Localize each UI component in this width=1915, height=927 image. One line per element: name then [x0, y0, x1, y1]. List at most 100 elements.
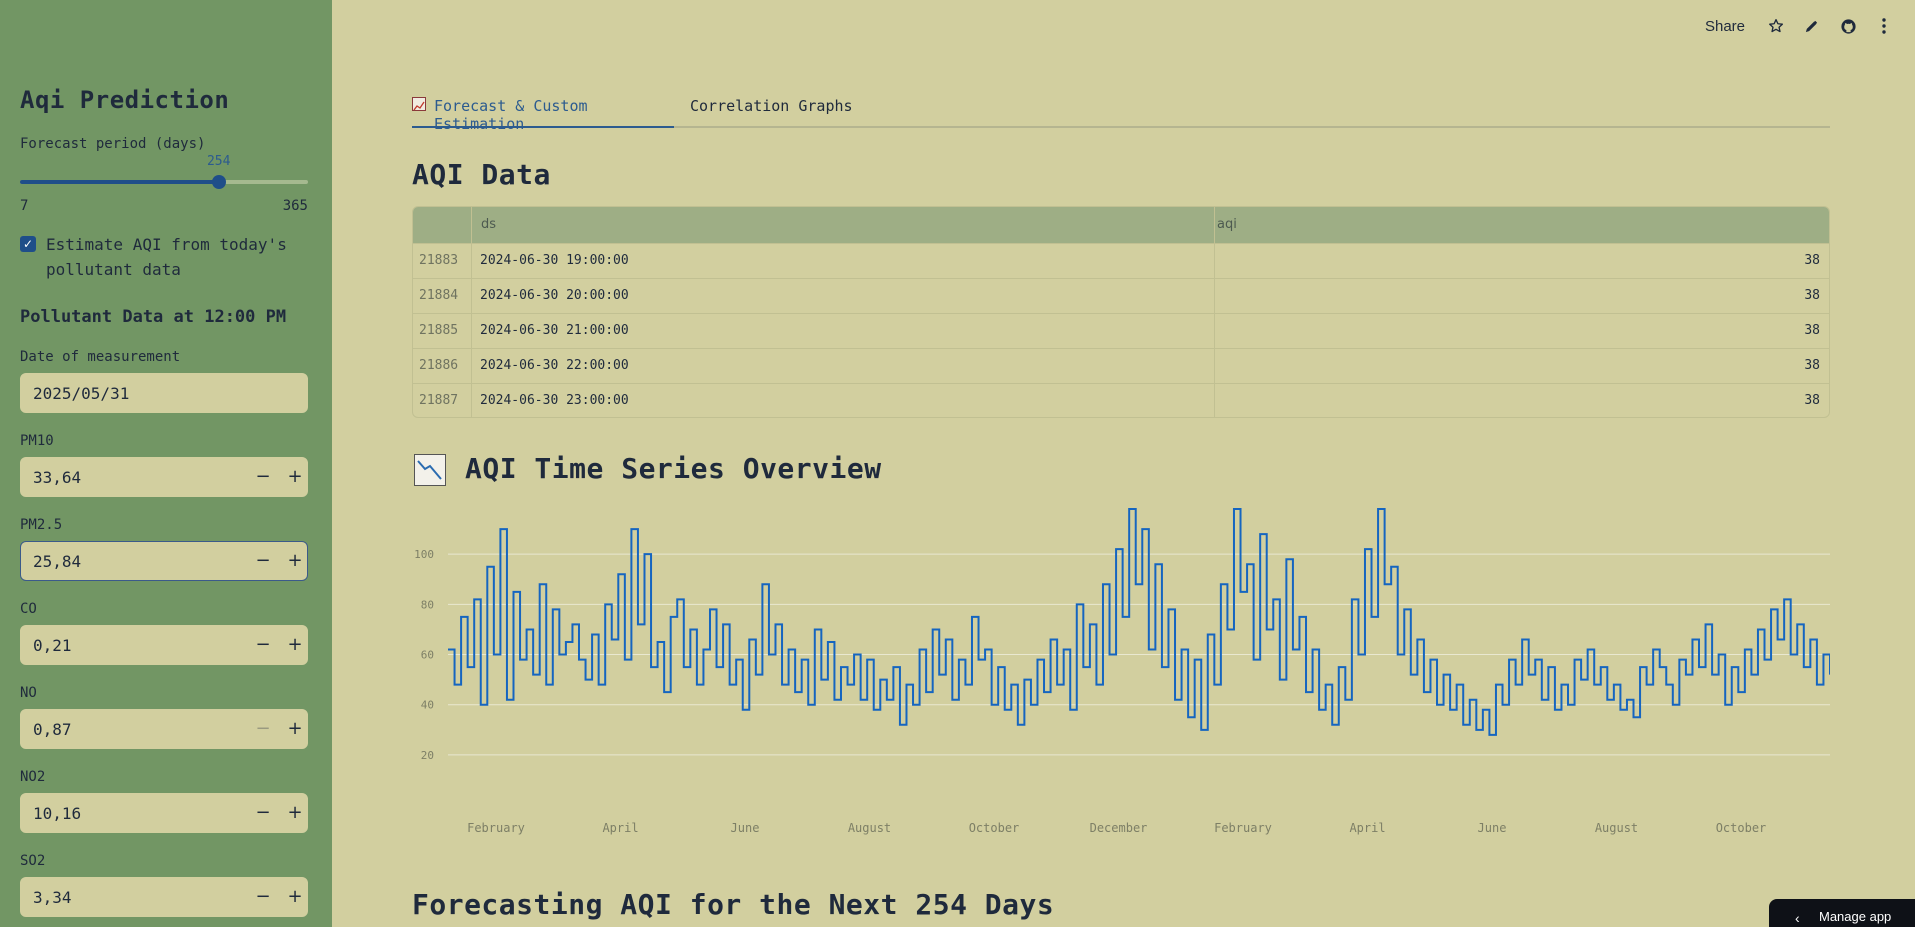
- x-tick-label: February: [467, 821, 525, 835]
- no-input[interactable]: 0,87 − +: [20, 709, 308, 749]
- row-ds: 2024-06-30 19:00:00: [480, 253, 629, 268]
- date-label: Date of measurement: [20, 349, 181, 365]
- y-tick-label: 100: [414, 548, 434, 561]
- no2-increment-button[interactable]: +: [287, 802, 303, 823]
- y-tick-label: 40: [421, 699, 434, 712]
- estimate-aqi-label: Estimate AQI from today's pollutant data: [46, 235, 287, 279]
- more-menu-icon[interactable]: [1873, 15, 1895, 37]
- row-index: 21886: [419, 358, 459, 373]
- table-row[interactable]: 21885 2024-06-30 21:00:00 38: [413, 313, 1829, 348]
- x-tick-label: June: [731, 821, 760, 835]
- row-aqi: 38: [1804, 323, 1820, 338]
- aqi-series-line: [448, 508, 1831, 736]
- sidebar: Aqi Prediction Forecast period (days) 25…: [0, 0, 332, 927]
- no-increment-button[interactable]: +: [287, 718, 303, 739]
- time-series-heading: AQI Time Series Overview: [465, 452, 882, 485]
- tab-correlation-label: Correlation Graphs: [690, 97, 853, 115]
- slider-value: 254: [206, 154, 231, 169]
- no2-label: NO2: [20, 769, 46, 785]
- aqi-data-table[interactable]: ds aqi 21883 2024-06-30 19:00:00 38 2188…: [412, 206, 1830, 418]
- slider-fill: [20, 180, 219, 184]
- table-row[interactable]: 21883 2024-06-30 19:00:00 38: [413, 243, 1829, 278]
- date-input[interactable]: 2025/05/31: [20, 373, 308, 413]
- forecast-period-label: Forecast period (days): [20, 136, 206, 152]
- chart-decreasing-icon: [414, 454, 446, 486]
- x-tick-label: February: [1214, 821, 1272, 835]
- y-tick-label: 60: [421, 649, 434, 662]
- x-tick-label: October: [969, 821, 1020, 835]
- chevron-left-icon: ‹: [1795, 910, 1800, 926]
- share-button[interactable]: Share: [1704, 17, 1745, 35]
- row-ds: 2024-06-30 23:00:00: [480, 393, 629, 408]
- co-increment-button[interactable]: +: [287, 634, 303, 655]
- pm25-increment-button[interactable]: +: [287, 550, 303, 571]
- github-icon[interactable]: [1837, 15, 1859, 37]
- x-tick-label: December: [1090, 821, 1148, 835]
- x-tick-label: April: [1349, 821, 1385, 835]
- slider-thumb[interactable]: [211, 175, 226, 189]
- row-aqi: 38: [1804, 358, 1820, 373]
- estimate-aqi-checkbox[interactable]: ✓: [20, 236, 36, 252]
- no-value: 0,87: [33, 720, 72, 739]
- x-tick-label: August: [1595, 821, 1638, 835]
- table-row[interactable]: 21886 2024-06-30 22:00:00 38: [413, 348, 1829, 383]
- pm10-value: 33,64: [33, 468, 82, 487]
- row-index: 21885: [419, 323, 459, 338]
- row-ds: 2024-06-30 21:00:00: [480, 323, 629, 338]
- row-ds: 2024-06-30 20:00:00: [480, 288, 629, 303]
- no2-value: 10,16: [33, 804, 82, 823]
- x-tick-label: October: [1716, 821, 1767, 835]
- table-header: ds aqi: [413, 207, 1829, 243]
- chart-svg: 20 40 60 80 100 February April June August Octobe…: [414, 508, 1831, 835]
- pm10-decrement-button[interactable]: −: [255, 466, 271, 487]
- manage-app-button[interactable]: ‹ Manage app: [1769, 899, 1915, 927]
- header-toolbar: Share: [1705, 16, 1895, 36]
- forecast-period-slider[interactable]: 254: [20, 154, 308, 189]
- so2-decrement-button[interactable]: −: [255, 886, 271, 907]
- row-index: 21887: [419, 393, 459, 408]
- chart-increasing-icon: [412, 97, 426, 111]
- aqi-time-series-chart[interactable]: 20 40 60 80 100 February April June August Octobe…: [412, 500, 1831, 840]
- co-input[interactable]: 0,21 − +: [20, 625, 308, 665]
- co-decrement-button[interactable]: −: [255, 634, 271, 655]
- row-index: 21883: [419, 253, 459, 268]
- pm25-label: PM2.5: [20, 517, 63, 533]
- row-aqi: 38: [1804, 253, 1820, 268]
- no-decrement-button[interactable]: −: [255, 718, 271, 739]
- no2-decrement-button[interactable]: −: [255, 802, 271, 823]
- no-label: NO: [20, 685, 37, 701]
- so2-label: SO2: [20, 853, 46, 869]
- forecast-heading: Forecasting AQI for the Next 254 Days: [412, 888, 1055, 921]
- column-header-ds: ds: [481, 217, 497, 232]
- tab-bar: Forecast & Custom Estimation Correlation…: [412, 94, 1830, 133]
- edit-icon[interactable]: [1801, 15, 1823, 37]
- table-row[interactable]: 21887 2024-06-30 23:00:00 38: [413, 383, 1829, 417]
- slider-min-label: 7: [20, 198, 29, 214]
- row-ds: 2024-06-30 22:00:00: [480, 358, 629, 373]
- tab-correlation[interactable]: Correlation Graphs: [690, 94, 853, 128]
- pollutant-subheader: Pollutant Data at 12:00 PM: [20, 307, 287, 327]
- pm25-value: 25,84: [33, 552, 82, 571]
- row-aqi: 38: [1804, 393, 1820, 408]
- co-label: CO: [20, 601, 37, 617]
- co-value: 0,21: [33, 636, 72, 655]
- y-tick-label: 20: [421, 749, 434, 762]
- aqi-data-heading: AQI Data: [412, 158, 551, 191]
- column-header-aqi: aqi: [1217, 217, 1237, 232]
- star-icon[interactable]: [1765, 15, 1787, 37]
- table-row[interactable]: 21884 2024-06-30 20:00:00 38: [413, 278, 1829, 313]
- no2-input[interactable]: 10,16 − +: [20, 793, 308, 833]
- x-tick-label: April: [602, 821, 638, 835]
- tab-forecast[interactable]: Forecast & Custom Estimation: [412, 94, 674, 133]
- y-tick-label: 80: [421, 598, 434, 611]
- pm25-input[interactable]: 25,84 − +: [20, 541, 308, 581]
- x-tick-label: June: [1478, 821, 1507, 835]
- so2-value: 3,34: [33, 888, 72, 907]
- so2-input[interactable]: 3,34 − +: [20, 877, 308, 917]
- pm10-label: PM10: [20, 433, 54, 449]
- pm25-decrement-button[interactable]: −: [255, 550, 271, 571]
- pm10-increment-button[interactable]: +: [287, 466, 303, 487]
- so2-increment-button[interactable]: +: [287, 886, 303, 907]
- pm10-input[interactable]: 33,64 − +: [20, 457, 308, 497]
- date-value: 2025/05/31: [33, 384, 130, 403]
